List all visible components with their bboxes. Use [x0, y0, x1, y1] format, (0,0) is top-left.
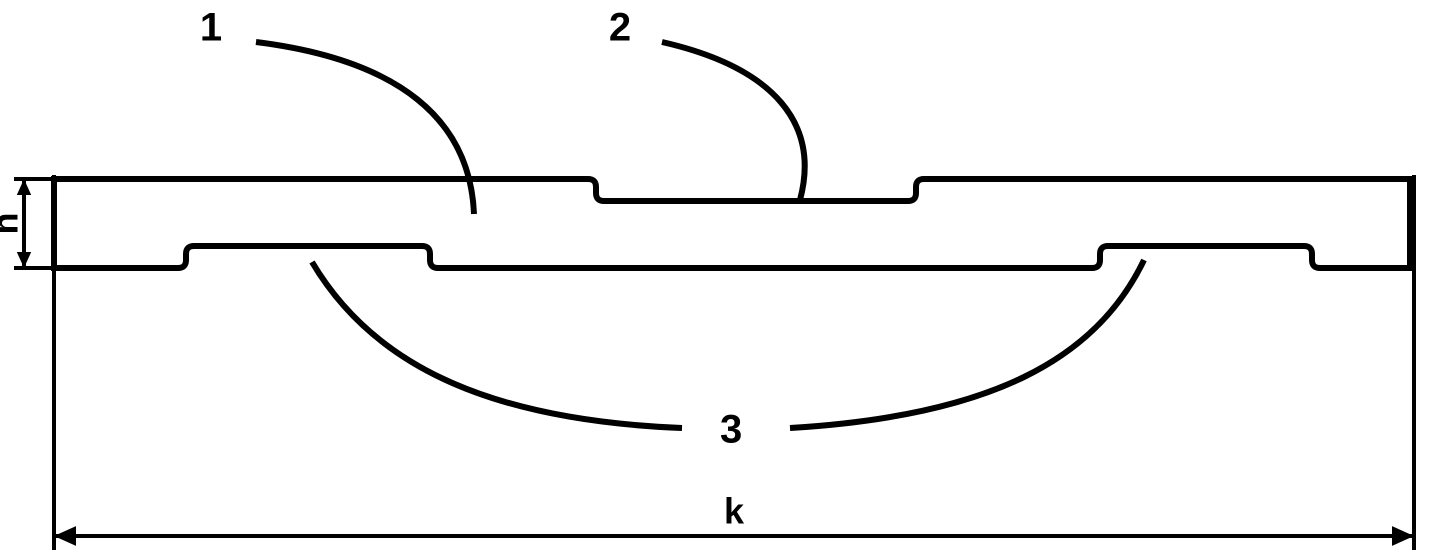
callout-label-1: 1 — [200, 6, 222, 50]
callout-label-2: 2 — [609, 6, 631, 50]
dimension-label-h: h — [0, 213, 26, 235]
technical-drawing: 1 2 3 h k — [0, 0, 1442, 558]
dim-k-arrow-left — [54, 526, 76, 546]
callout-label-3: 3 — [720, 408, 742, 452]
leader-3-right — [790, 260, 1144, 428]
leader-2 — [662, 42, 805, 200]
leader-3-left — [312, 262, 682, 428]
dimension-lines — [14, 175, 1414, 550]
profile-outline — [54, 179, 1410, 268]
cross-section-profile — [54, 179, 1410, 268]
dim-k-arrow-right — [1392, 526, 1414, 546]
dim-h-arrow-bottom — [17, 252, 31, 268]
dimension-label-k: k — [724, 491, 745, 532]
leader-lines — [256, 42, 1144, 428]
leader-1 — [256, 42, 474, 214]
dim-h-arrow-top — [17, 179, 31, 195]
